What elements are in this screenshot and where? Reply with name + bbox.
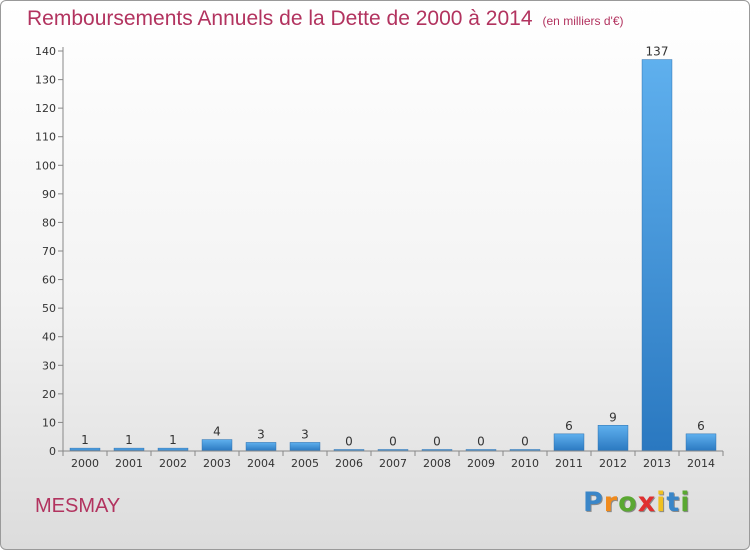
data-label: 1	[169, 433, 177, 447]
bar-2014	[685, 433, 717, 452]
data-label: 4	[213, 425, 221, 439]
data-label: 0	[521, 435, 529, 449]
logo-letter: t	[666, 487, 681, 518]
chart-title: Remboursements Annuels de la Dette de 20…	[27, 7, 533, 30]
title-row: Remboursements Annuels de la Dette de 20…	[27, 7, 624, 31]
x-tick-label: 2003	[203, 457, 231, 470]
data-label: 0	[433, 435, 441, 449]
x-tick-label: 2012	[599, 457, 627, 470]
proxiti-logo: Proxiti	[583, 487, 691, 518]
bar-2013	[641, 59, 673, 452]
x-tick-label: 2007	[379, 457, 407, 470]
x-tick-label: 2000	[71, 457, 99, 470]
bar-2005	[289, 442, 321, 452]
y-tick-label: 60	[42, 274, 56, 287]
y-tick-label: 50	[42, 302, 56, 315]
x-tick-label: 2008	[423, 457, 451, 470]
chart-subtitle: (en milliers d'€)	[542, 14, 624, 28]
data-label: 0	[477, 435, 485, 449]
data-label: 1	[81, 433, 89, 447]
y-tick-label: 80	[42, 216, 56, 229]
y-tick-label: 130	[35, 74, 56, 87]
bar-2003	[201, 439, 233, 452]
data-label: 6	[565, 419, 573, 433]
bar-2011	[553, 433, 585, 452]
y-tick-label: 20	[42, 388, 56, 401]
data-label: 9	[609, 410, 617, 424]
x-tick-label: 2005	[291, 457, 319, 470]
logo-letter: i	[656, 487, 667, 518]
y-tick-label: 100	[35, 159, 56, 172]
y-tick-label: 30	[42, 359, 56, 372]
y-tick-label: 0	[49, 445, 56, 458]
logo-letter: i	[680, 487, 691, 518]
bar-2012	[597, 425, 629, 452]
y-tick-label: 70	[42, 245, 56, 258]
logo-letter: r	[603, 487, 619, 518]
x-tick-label: 2001	[115, 457, 143, 470]
y-tick-label: 110	[35, 131, 56, 144]
data-label: 3	[301, 427, 309, 441]
commune-name: MESMAY	[35, 495, 121, 517]
logo-letter: P	[583, 487, 604, 518]
logo-letter: x	[637, 487, 657, 518]
x-tick-label: 2011	[555, 457, 583, 470]
x-tick-label: 2002	[159, 457, 187, 470]
data-label: 137	[646, 45, 669, 59]
data-label: 0	[345, 435, 353, 449]
data-label: 1	[125, 433, 133, 447]
x-tick-label: 2010	[511, 457, 539, 470]
bar-2004	[245, 442, 277, 452]
data-label: 0	[389, 435, 397, 449]
y-tick-label: 120	[35, 102, 56, 115]
x-tick-label: 2013	[643, 457, 671, 470]
data-label: 6	[697, 419, 705, 433]
y-tick-label: 90	[42, 188, 56, 201]
x-tick-label: 2009	[467, 457, 495, 470]
x-tick-label: 2014	[687, 457, 715, 470]
x-tick-label: 2004	[247, 457, 275, 470]
y-tick-label: 140	[35, 45, 56, 58]
x-tick-label: 2006	[335, 457, 363, 470]
data-label: 3	[257, 427, 265, 441]
y-tick-label: 40	[42, 331, 56, 344]
logo-letter: o	[618, 487, 638, 518]
y-tick-label: 10	[42, 416, 56, 429]
